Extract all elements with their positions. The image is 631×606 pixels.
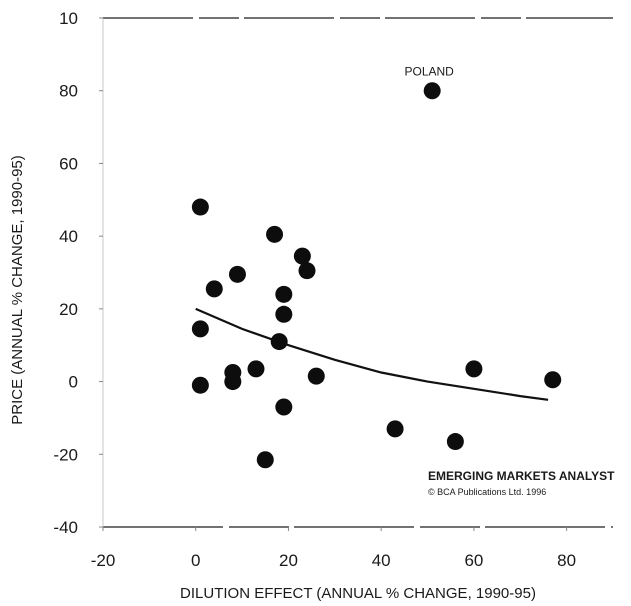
x-axis-title: DILUTION EFFECT (ANNUAL % CHANGE, 1990-9… — [180, 585, 536, 602]
data-point — [293, 247, 311, 265]
y-tick-label: 20 — [59, 300, 78, 319]
x-tick-label: 60 — [464, 551, 483, 570]
x-tick-label: 80 — [557, 551, 576, 570]
data-point — [423, 82, 441, 100]
y-tick-label: -20 — [53, 445, 78, 464]
data-point — [256, 451, 274, 469]
axes — [99, 17, 613, 531]
point-annotation: POLAND — [405, 65, 455, 79]
data-point — [275, 398, 293, 416]
x-tick-label: 40 — [372, 551, 391, 570]
data-point — [386, 420, 404, 438]
y-tick-label: 0 — [69, 373, 78, 392]
data-point — [275, 285, 293, 303]
data-point — [266, 225, 284, 243]
data-point — [446, 433, 464, 451]
data-points — [191, 82, 562, 469]
data-point — [228, 265, 246, 283]
data-point — [224, 373, 242, 391]
data-point — [191, 376, 209, 394]
chart-labels: -40 -20 0 20 40 60 80 10 -20 0 20 40 60 80 DILUTION EF… — [9, 9, 615, 602]
x-tick-label: 0 — [191, 551, 200, 570]
y-tick-label: 60 — [59, 154, 78, 173]
y-tick-label: 80 — [59, 82, 78, 101]
data-point — [191, 198, 209, 216]
credit-source: EMERGING MARKETS ANALYST — [428, 469, 615, 483]
data-point — [191, 320, 209, 338]
trend-line — [195, 307, 549, 401]
y-tick-label: 40 — [59, 227, 78, 246]
x-tick-label: 20 — [279, 551, 298, 570]
x-tick-label: -20 — [91, 551, 116, 570]
data-point — [307, 367, 325, 385]
data-point — [544, 371, 562, 389]
trend-line-group — [195, 307, 549, 401]
data-point — [298, 262, 316, 280]
data-point — [270, 333, 288, 351]
data-point — [205, 280, 223, 298]
y-tick-label: -40 — [53, 518, 78, 537]
credit-copyright: © BCA Publications Ltd. 1996 — [428, 487, 546, 497]
y-axis-title: PRICE (ANNUAL % CHANGE, 1990-95) — [9, 155, 26, 425]
data-point — [247, 360, 265, 378]
y-tick-label: 10 — [59, 9, 78, 28]
data-point — [465, 360, 483, 378]
data-point — [275, 305, 293, 323]
